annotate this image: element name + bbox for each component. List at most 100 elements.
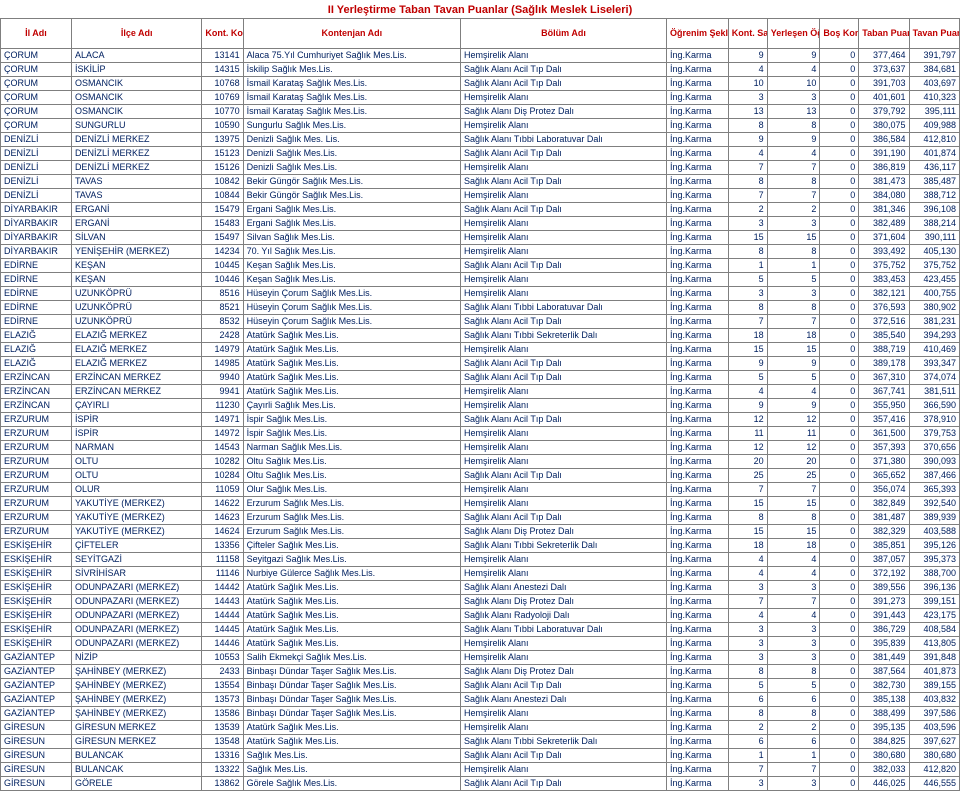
table-cell: 375,752 (859, 259, 909, 273)
table-cell: 2 (728, 203, 767, 217)
table-cell: Hemşirelik Alanı (461, 343, 667, 357)
table-cell: Hemşirelik Alanı (461, 707, 667, 721)
table-cell: 7 (767, 161, 820, 175)
table-cell: Hemşirelik Alanı (461, 637, 667, 651)
table-cell: Denizli Sağlık Mes.Lis. (243, 147, 460, 161)
table-cell: 365,393 (909, 483, 959, 497)
table-cell: 8 (728, 707, 767, 721)
table-cell: Hemşirelik Alanı (461, 455, 667, 469)
table-cell: ÇORUM (1, 63, 72, 77)
table-cell: Sağlık Alanı Acil Tıp Dalı (461, 469, 667, 483)
table-cell: İng.Karma (666, 133, 728, 147)
table-cell: İng.Karma (666, 77, 728, 91)
table-row: EDİRNEUZUNKÖPRÜ8516Hüseyin Çorum Sağlık … (1, 287, 960, 301)
table-cell: OSMANCIK (71, 77, 201, 91)
table-cell: 8 (767, 301, 820, 315)
table-cell: ERZURUM (1, 455, 72, 469)
table-cell: Sağlık Alanı Diş Protez Dalı (461, 105, 667, 119)
header-sekli: Öğrenim Şekli (666, 19, 728, 49)
table-cell: Bekir Güngör Sağlık Mes.Lis. (243, 189, 460, 203)
table-cell: DENİZLİ (1, 161, 72, 175)
table-cell: Sağlık Mes.Lis. (243, 763, 460, 777)
table-cell: 14444 (202, 609, 243, 623)
table-cell: Olur Sağlık Mes.Lis. (243, 483, 460, 497)
table-cell: Hemşirelik Alanı (461, 721, 667, 735)
table-cell: 4 (728, 63, 767, 77)
table-row: DENİZLİDENİZLİ MERKEZ13975Denizli Sağlık… (1, 133, 960, 147)
table-cell: GİRESUN (1, 777, 72, 791)
table-cell: 11230 (202, 399, 243, 413)
table-cell: SEYİTGAZİ (71, 553, 201, 567)
table-cell: 3 (728, 287, 767, 301)
table-cell: 13554 (202, 679, 243, 693)
table-cell: 378,910 (909, 413, 959, 427)
table-cell: 423,455 (909, 273, 959, 287)
table-cell: 14442 (202, 581, 243, 595)
table-cell: Sağlık Alanı Tıbbi Sekreterlik Dalı (461, 735, 667, 749)
table-cell: Atatürk Sağlık Mes.Lis. (243, 735, 460, 749)
table-cell: 6 (728, 735, 767, 749)
table-cell: Sağlık Mes.Lis. (243, 749, 460, 763)
table-cell: İng.Karma (666, 217, 728, 231)
table-cell: GİRESUN MERKEZ (71, 735, 201, 749)
table-row: ERZİNCANÇAYIRLI11230Çayırli Sağlık Mes.L… (1, 399, 960, 413)
table-cell: 401,873 (909, 665, 959, 679)
table-cell: 15 (728, 343, 767, 357)
table-cell: Sağlık Alanı Acil Tıp Dalı (461, 315, 667, 329)
table-cell: 3 (728, 581, 767, 595)
table-cell: 385,851 (859, 539, 909, 553)
table-cell: 4 (728, 609, 767, 623)
table-cell: Sağlık Alanı Anestezi Dalı (461, 693, 667, 707)
table-cell: 0 (820, 567, 859, 581)
table-cell: 13862 (202, 777, 243, 791)
table-cell: 397,627 (909, 735, 959, 749)
table-body: ÇORUMALACA13141Alaca 75.Yıl Cumhuriyet S… (1, 49, 960, 791)
table-cell: 4 (767, 385, 820, 399)
table-cell: İng.Karma (666, 525, 728, 539)
table-cell: İng.Karma (666, 245, 728, 259)
table-cell: 18 (767, 539, 820, 553)
table-cell: Sağlık Alanı Tıbbi Sekreterlik Dalı (461, 539, 667, 553)
table-cell: 3 (767, 581, 820, 595)
table-row: GİRESUNBULANCAK13316Sağlık Mes.Lis.Sağlı… (1, 749, 960, 763)
table-row: ÇORUMOSMANCIK10768İsmail Karataş Sağlık … (1, 77, 960, 91)
table-cell: 10844 (202, 189, 243, 203)
table-cell: Erzurum Sağlık Mes.Lis. (243, 511, 460, 525)
table-cell: ÇORUM (1, 49, 72, 63)
table-cell: İng.Karma (666, 343, 728, 357)
header-bolum: Bölüm Adı (461, 19, 667, 49)
table-cell: 357,393 (859, 441, 909, 455)
table-row: ESKİŞEHİRSİVRİHİSAR11146Nurbiye Gülerce … (1, 567, 960, 581)
table-row: ÇORUMOSMANCIK10769İsmail Karataş Sağlık … (1, 91, 960, 105)
table-cell: İng.Karma (666, 665, 728, 679)
table-cell: 357,416 (859, 413, 909, 427)
table-cell: Görele Sağlık Mes.Lis. (243, 777, 460, 791)
table-cell: 13 (767, 105, 820, 119)
table-cell: Binbaşı Dündar Taşer Sağlık Mes.Lis. (243, 693, 460, 707)
header-tavan: Tavan Puan (909, 19, 959, 49)
table-cell: EDİRNE (1, 301, 72, 315)
table-cell: 391,797 (909, 49, 959, 63)
table-cell: Binbaşı Dündar Taşer Sağlık Mes.Lis. (243, 679, 460, 693)
table-cell: ELAZIĞ MERKEZ (71, 357, 201, 371)
table-cell: ESKİŞEHİR (1, 595, 72, 609)
table-cell: 384,681 (909, 63, 959, 77)
table-cell: 15 (767, 497, 820, 511)
table-cell: 356,074 (859, 483, 909, 497)
table-cell: 6 (767, 735, 820, 749)
table-cell: ELAZIĞ MERKEZ (71, 343, 201, 357)
table-cell: DENİZLİ (1, 175, 72, 189)
table-row: ELAZIĞELAZIĞ MERKEZ14985Atatürk Sağlık M… (1, 357, 960, 371)
table-cell: 410,323 (909, 91, 959, 105)
table-cell: Sağlık Alanı Acil Tıp Dalı (461, 413, 667, 427)
table-cell: 384,080 (859, 189, 909, 203)
table-cell: 372,192 (859, 567, 909, 581)
table-cell: 20 (728, 455, 767, 469)
table-cell: Sağlık Alanı Diş Protez Dalı (461, 595, 667, 609)
table-cell: ELAZIĞ (1, 357, 72, 371)
table-cell: 2 (767, 203, 820, 217)
table-row: EDİRNEUZUNKÖPRÜ8532Hüseyin Çorum Sağlık … (1, 315, 960, 329)
table-cell: 371,380 (859, 455, 909, 469)
table-cell: 0 (820, 189, 859, 203)
table-cell: Atatürk Sağlık Mes.Lis. (243, 357, 460, 371)
